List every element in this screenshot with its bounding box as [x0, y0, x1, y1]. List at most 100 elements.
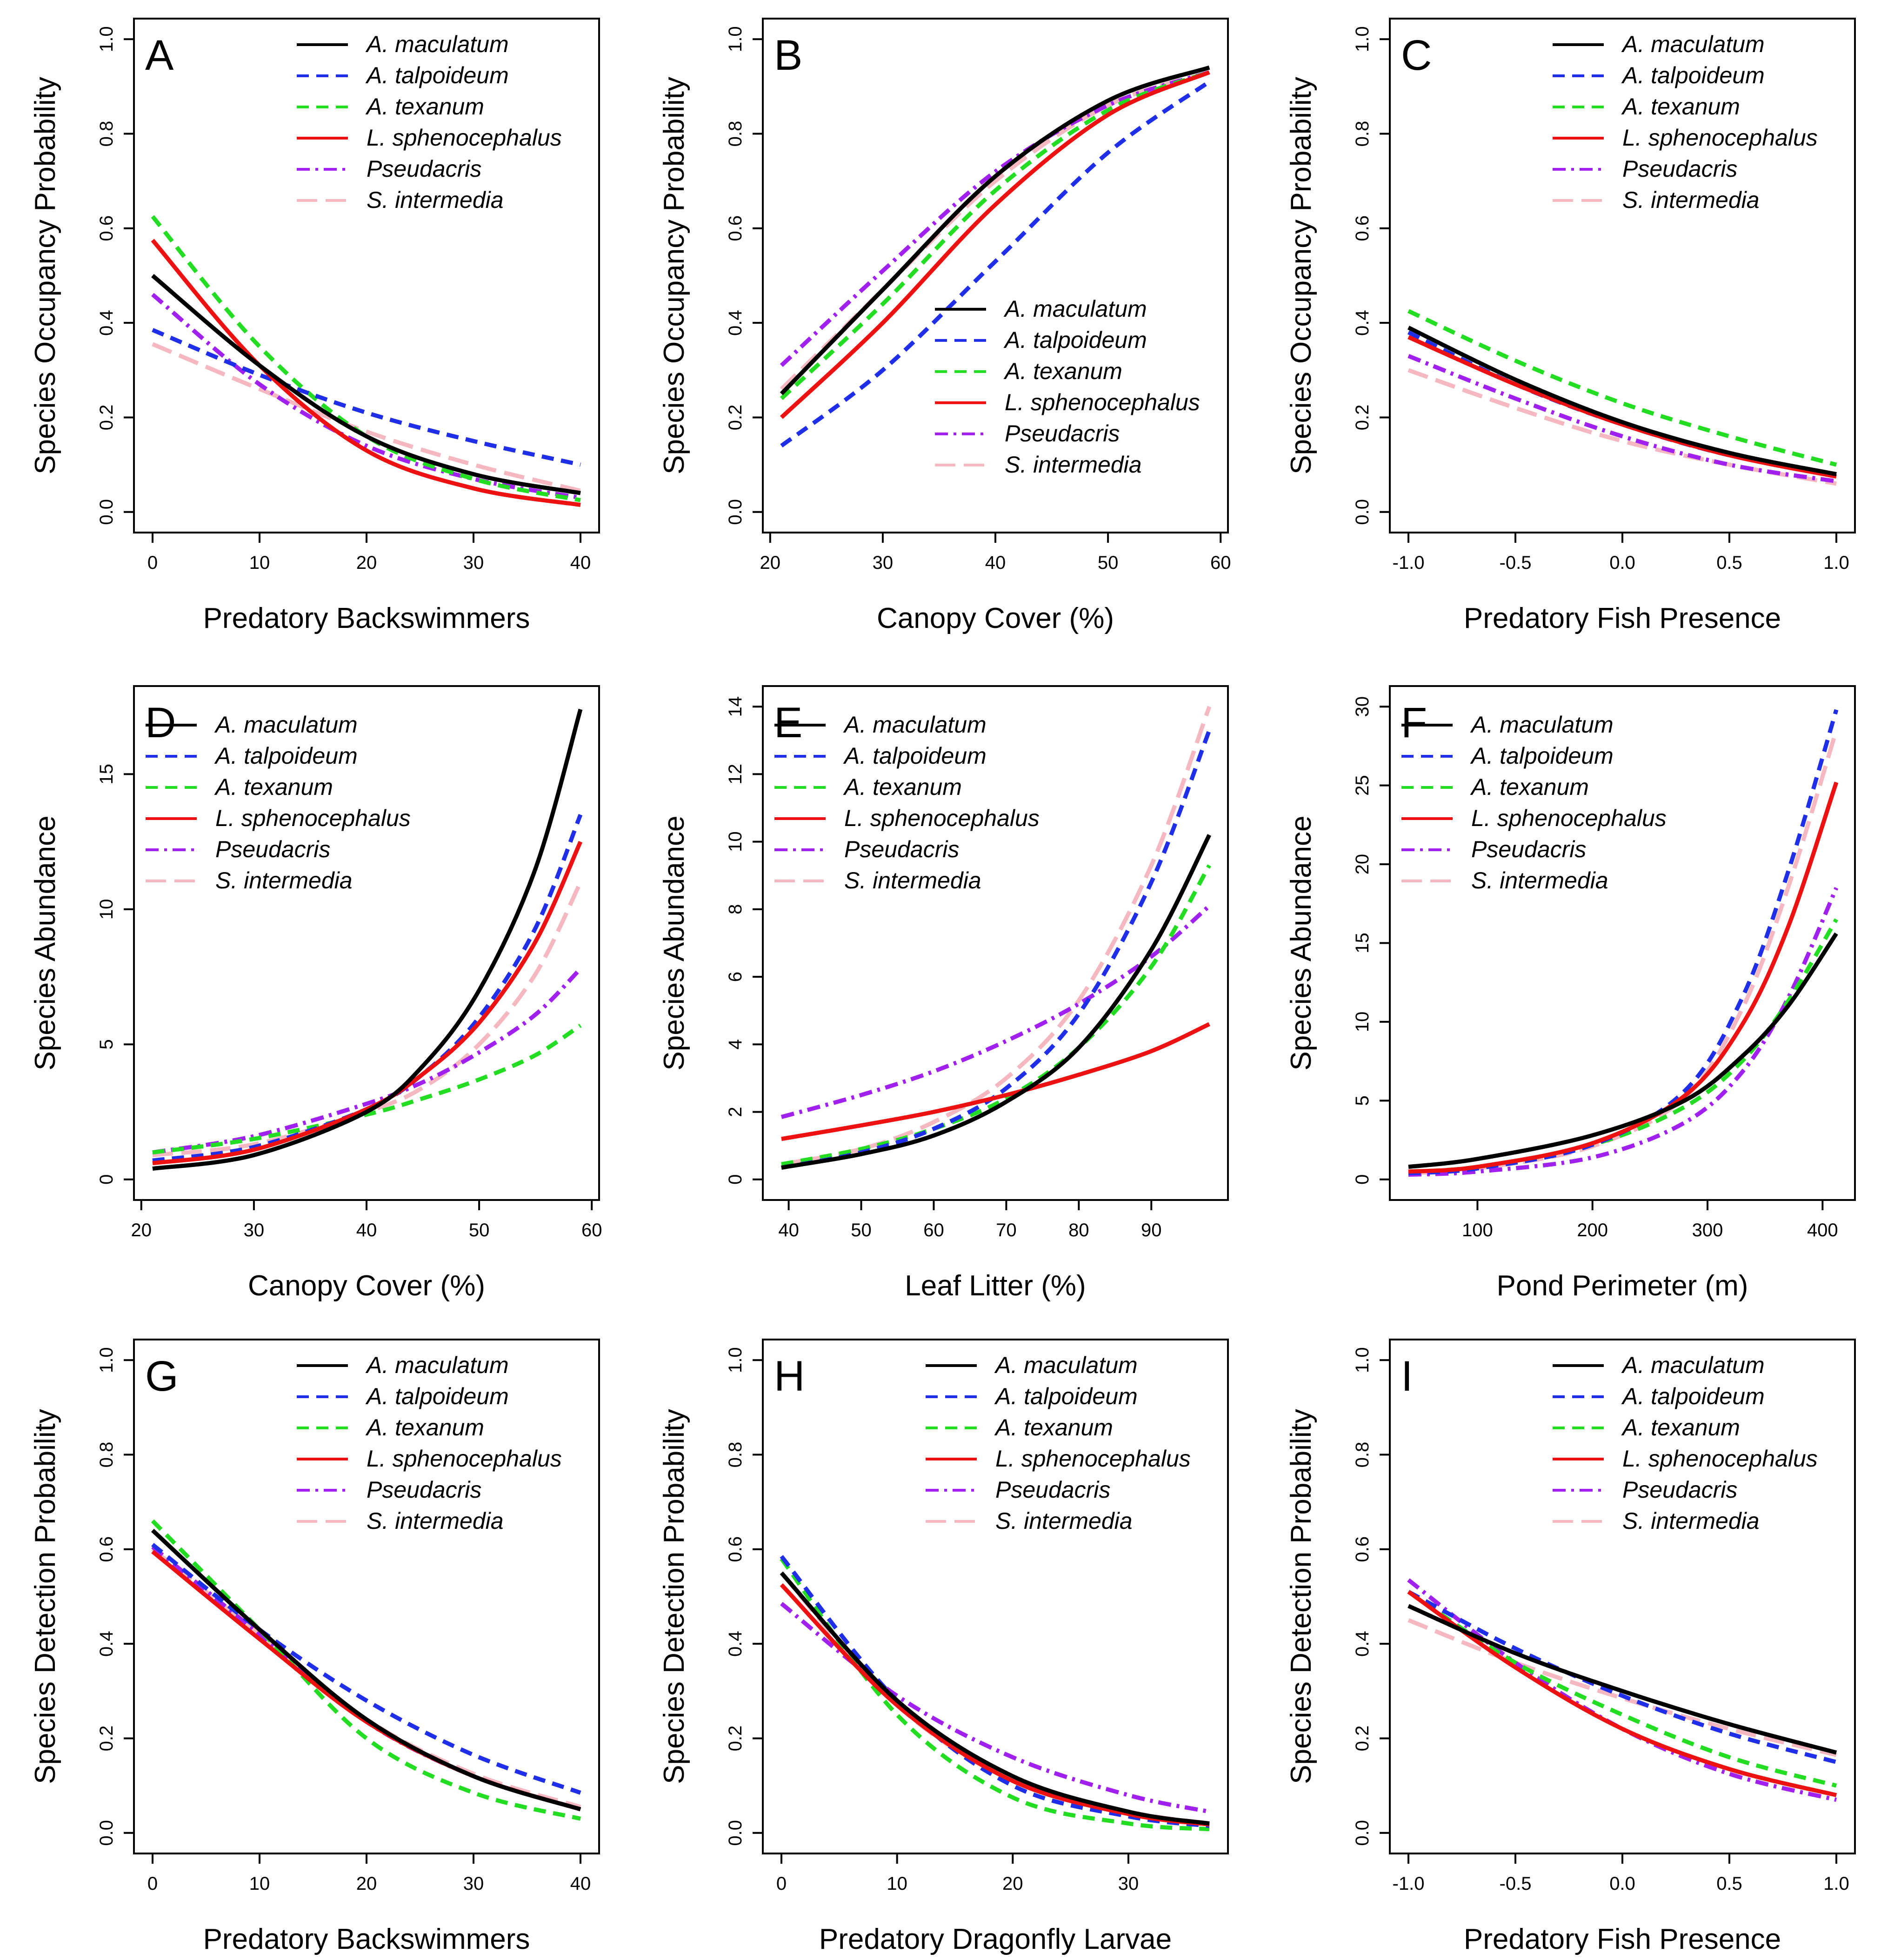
- series-line-s-intermedia: [152, 881, 583, 1157]
- legend-label: A. maculatum: [214, 712, 358, 738]
- y-tick-label: 0.8: [96, 121, 117, 147]
- legend: A. maculatum A. talpoideum A. texanum L. sp…: [1401, 712, 1667, 893]
- series-line-a-maculatum: [780, 1571, 1210, 1826]
- x-tick-label: -1.0: [1393, 1873, 1425, 1894]
- legend-label: A. talpoideum: [1003, 327, 1147, 353]
- plot-frame: [762, 685, 1229, 1201]
- y-tick-label: 0.4: [96, 1631, 117, 1657]
- panel-letter: E: [774, 699, 802, 747]
- series-line-pseudacris: [1407, 1578, 1837, 1802]
- x-tick-label: 50: [469, 1220, 490, 1240]
- x-tick-label: 20: [356, 1873, 377, 1894]
- panel-d: 20 30 40 50 60 0 5 10 15 Canopy Cover (%) Species …: [29, 685, 602, 1302]
- panel-letter: I: [1401, 1353, 1413, 1400]
- series-line-a-talpoideum: [152, 813, 583, 1163]
- x-tick-label: 0: [147, 553, 158, 573]
- legend-label: S. intermedia: [995, 1508, 1133, 1534]
- y-tick-label: 0.6: [96, 215, 117, 241]
- y-tick-label: 0.2: [1352, 405, 1373, 431]
- x-axis-label: Predatory Fish Presence: [1464, 602, 1781, 634]
- panel-h: 0 10 20 30 0.0 0.2 0.4 0.6 0.8 1.0 Predatory Drago…: [658, 1339, 1229, 1955]
- x-tick-label: 400: [1807, 1220, 1838, 1240]
- y-axis-label: Species Abundance: [658, 815, 690, 1070]
- x-axis-label: Predatory Backswimmers: [203, 1923, 530, 1955]
- legend-label: A. texanum: [1003, 358, 1122, 384]
- series-line-a-maculatum: [1407, 1604, 1837, 1755]
- x-tick-label: 20: [1002, 1873, 1023, 1894]
- series-line-a-texanum: [1407, 309, 1837, 467]
- legend-label: A. talpoideum: [1621, 62, 1765, 88]
- panel-letter: A: [145, 32, 174, 79]
- legend-label: L. sphenocephalus: [215, 805, 411, 831]
- series-line-a-talpoideum: [1407, 330, 1837, 476]
- x-tick-label: 30: [244, 1220, 265, 1240]
- panel-i: -1.0 -0.5 0.0 0.5 1.0 0.0 0.2 0.4 0.6 0.8 1.0 Preda…: [1285, 1339, 1856, 1955]
- series-line-a-texanum: [780, 70, 1210, 400]
- legend-label: A. maculatum: [843, 712, 987, 738]
- x-tick-label: 0.0: [1609, 1873, 1635, 1894]
- legend-label: Pseudacris: [1622, 1477, 1737, 1503]
- series-line-pseudacris: [151, 293, 581, 500]
- y-tick-label: 1.0: [96, 1347, 117, 1373]
- x-tick-label: 40: [356, 1220, 377, 1240]
- legend-label: A. maculatum: [1621, 31, 1765, 57]
- y-tick-label: 0.8: [725, 121, 746, 147]
- plot-frame: [762, 18, 1229, 533]
- series-line-a-texanum: [780, 1557, 1210, 1832]
- legend-label: Pseudacris: [844, 836, 959, 862]
- legend-label: A. talpoideum: [365, 1383, 509, 1409]
- x-tick-label: 20: [131, 1220, 152, 1240]
- panel-b: 20 30 40 50 60 0.0 0.2 0.4 0.6 0.8 1.0 Canopy Cover…: [658, 18, 1231, 634]
- legend-label: S. intermedia: [1622, 187, 1760, 213]
- y-tick-label: 0.0: [725, 499, 746, 525]
- legend-label: L. sphenocephalus: [367, 125, 562, 151]
- legend: A. maculatum A. talpoideum A. texanum L. sp…: [935, 296, 1200, 478]
- series-line-s-intermedia: [780, 1571, 1210, 1826]
- x-axis-label: Predatory Fish Presence: [1464, 1923, 1781, 1955]
- legend-label: Pseudacris: [995, 1477, 1110, 1503]
- panel-e: 40 50 60 70 80 90 0 2 4 6 8 10 12 14 Leaf Litter (%) Sp…: [658, 685, 1229, 1302]
- y-tick-label: 14: [725, 696, 746, 717]
- y-tick-label: 0: [96, 1174, 117, 1185]
- series-line-pseudacris: [780, 70, 1210, 367]
- legend-label: A. talpoideum: [1621, 1383, 1765, 1409]
- y-tick-label: 8: [725, 904, 746, 914]
- series-line-a-talpoideum: [780, 1555, 1210, 1828]
- y-tick-label: 0: [1352, 1174, 1373, 1185]
- plot-frame: [1389, 685, 1856, 1201]
- legend-label: L. sphenocephalus: [1622, 125, 1818, 151]
- y-axis-label: Species Detection Probability: [29, 1409, 61, 1784]
- series-line-a-maculatum: [151, 1528, 581, 1812]
- y-tick-label: 10: [96, 899, 117, 920]
- y-tick-label: 0.0: [1352, 499, 1373, 525]
- legend: A. maculatum A. talpoideum A. texanum L. sp…: [926, 1352, 1191, 1534]
- series-line-a-maculatum: [152, 708, 583, 1171]
- x-tick-label: 40: [570, 1873, 591, 1894]
- legend-label: Pseudacris: [367, 1477, 481, 1503]
- y-axis-label: Species Abundance: [1285, 815, 1317, 1070]
- legend-label: L. sphenocephalus: [1622, 1446, 1818, 1472]
- x-axis-label: Predatory Dragonfly Larvae: [819, 1923, 1172, 1955]
- x-tick-label: 10: [249, 1873, 270, 1894]
- y-tick-label: 1.0: [1352, 26, 1373, 52]
- y-tick-label: 0.4: [1352, 310, 1373, 336]
- y-tick-label: 2: [725, 1107, 746, 1117]
- series-line-a-talpoideum: [151, 1543, 581, 1795]
- x-tick-label: 50: [851, 1220, 872, 1240]
- series-line-a-talpoideum: [152, 328, 581, 467]
- y-tick-label: 0.8: [725, 1442, 746, 1468]
- y-tick-label: 0.0: [96, 499, 117, 525]
- x-tick-label: 30: [463, 553, 484, 573]
- series-line-l-sphenocephalus: [780, 70, 1210, 419]
- y-tick-label: 6: [725, 972, 746, 982]
- series-line-pseudacris: [152, 967, 582, 1155]
- legend-label: S. intermedia: [1005, 452, 1142, 478]
- x-tick-label: 300: [1692, 1220, 1723, 1240]
- x-tick-label: 100: [1462, 1220, 1493, 1240]
- series-line-a-texanum: [781, 864, 1211, 1167]
- legend-label: A. texanum: [365, 1414, 484, 1440]
- legend-label: A. maculatum: [994, 1352, 1138, 1378]
- x-tick-label: 0: [776, 1873, 787, 1894]
- x-tick-label: 200: [1577, 1220, 1608, 1240]
